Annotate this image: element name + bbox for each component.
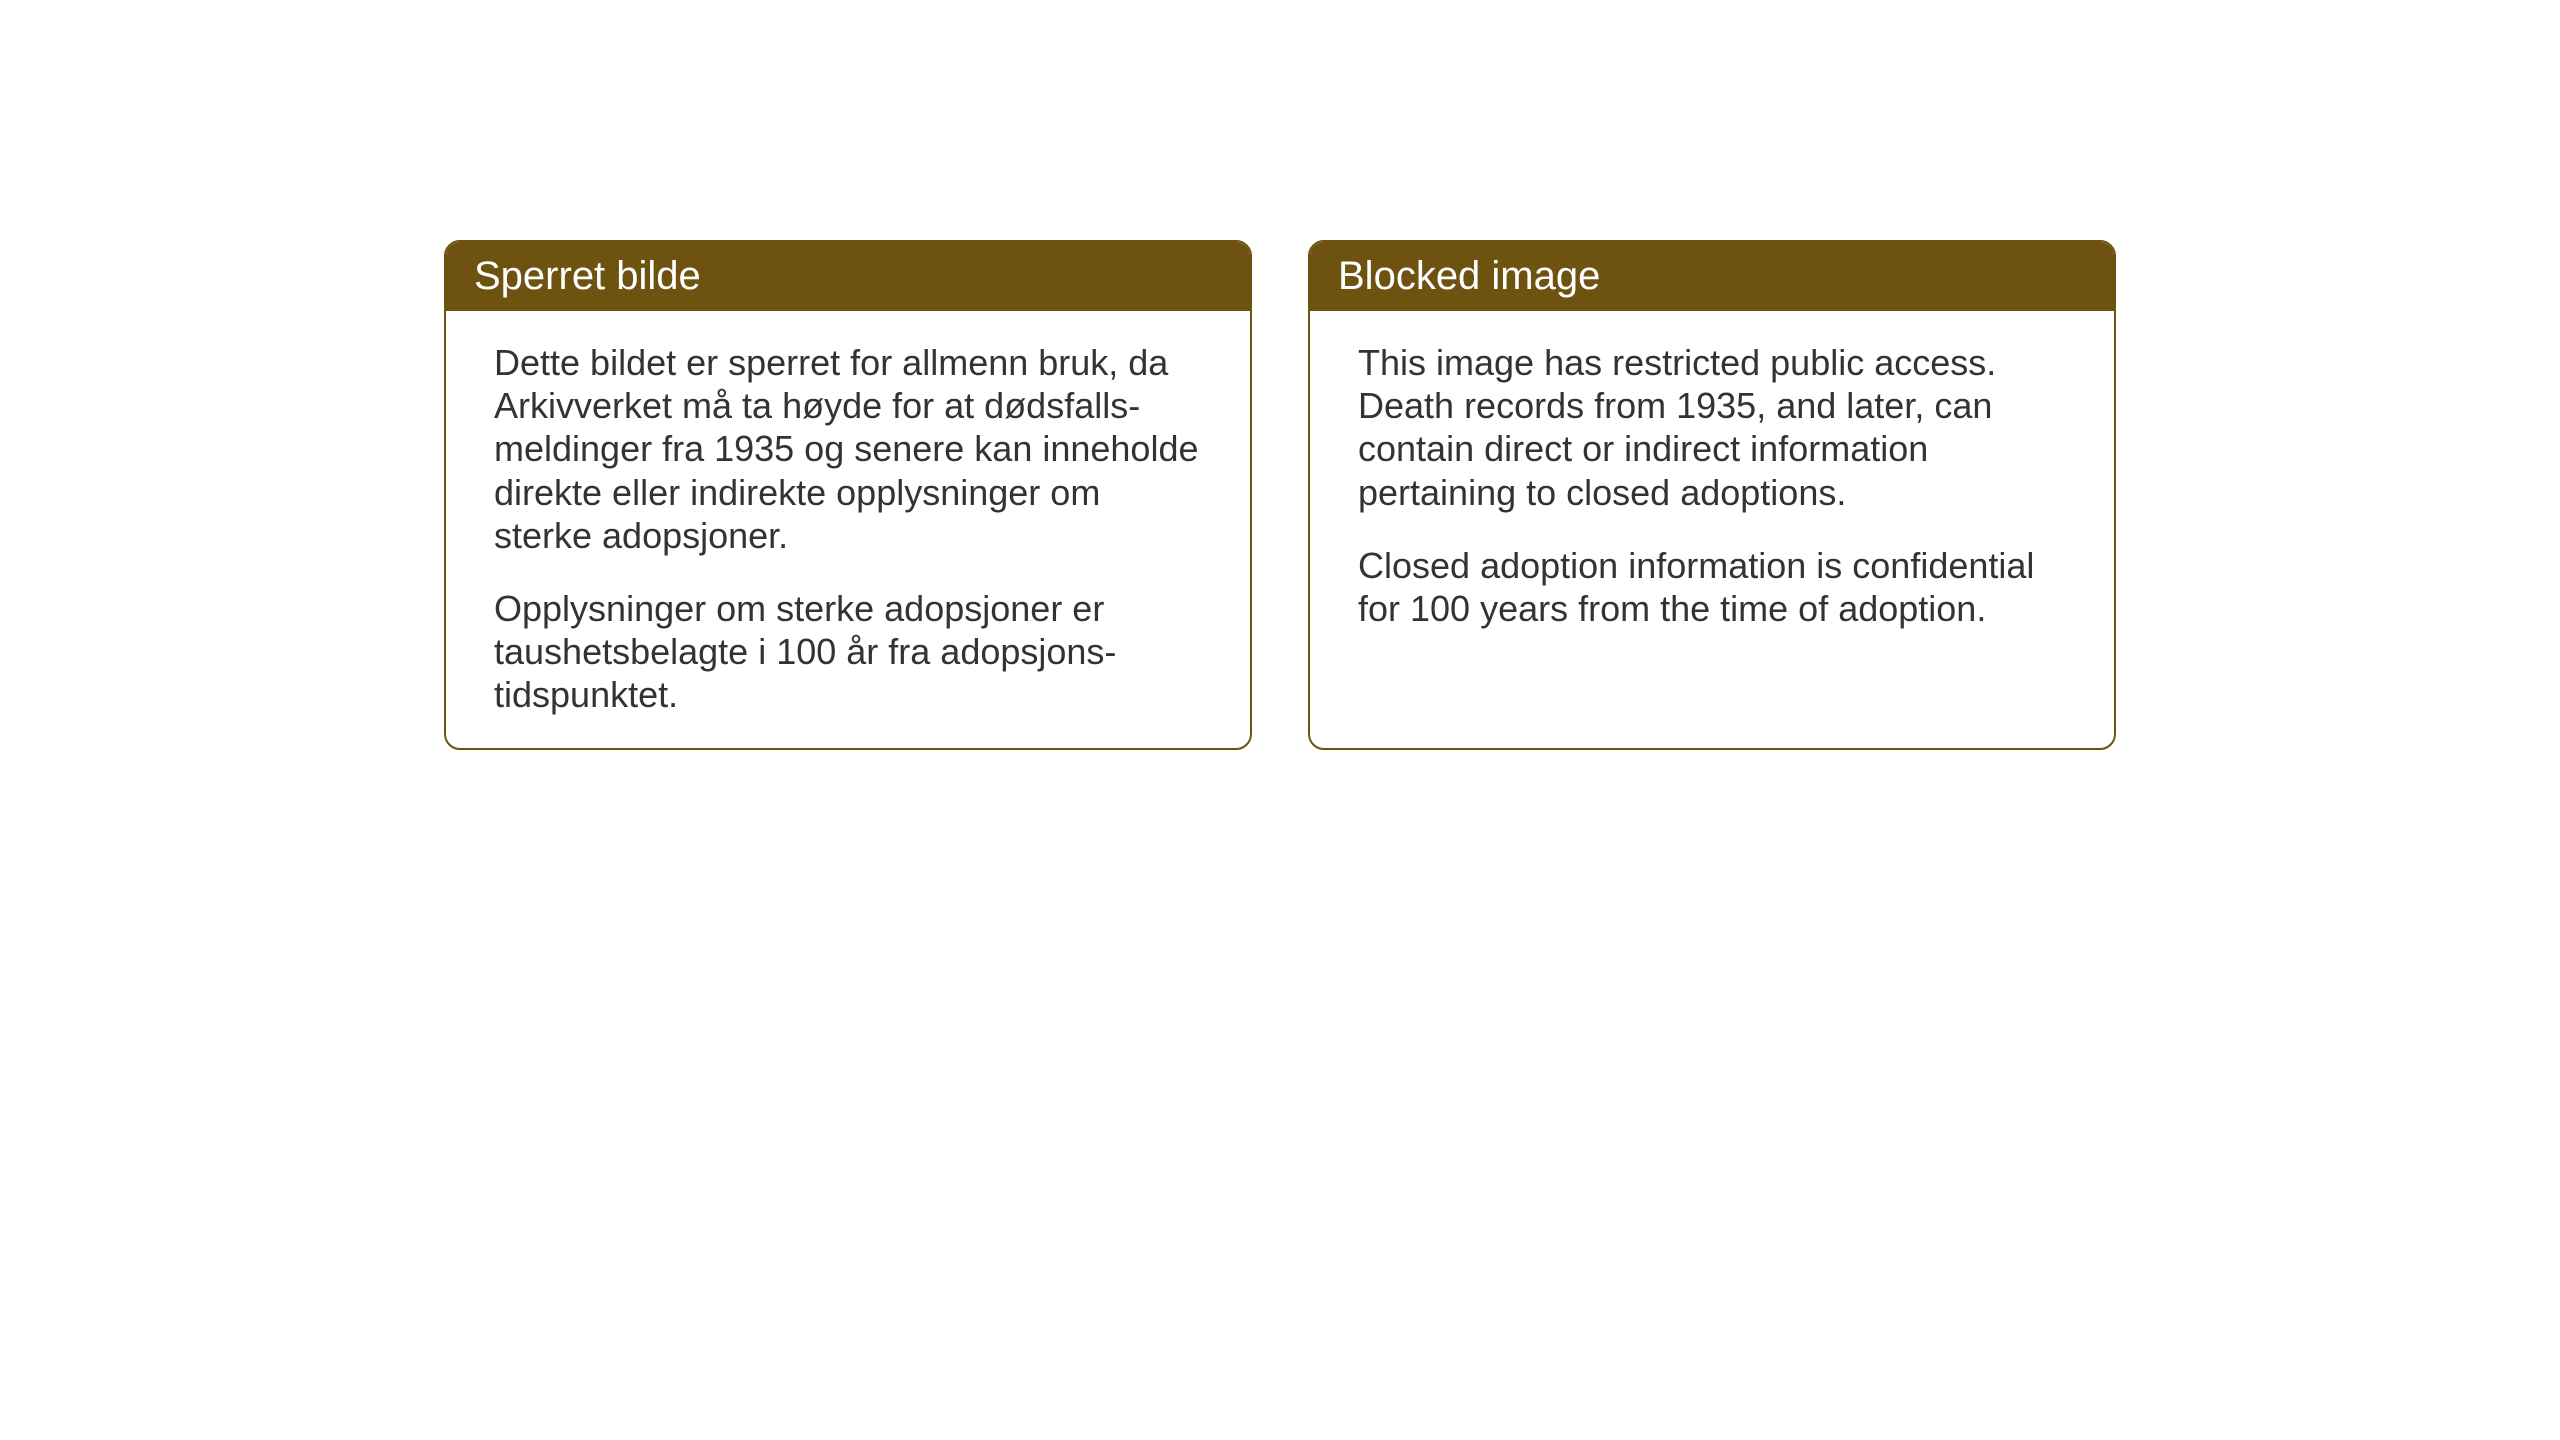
card-header-norwegian: Sperret bilde — [446, 242, 1250, 311]
notice-container: Sperret bilde Dette bildet er sperret fo… — [444, 240, 2116, 750]
card-header-english: Blocked image — [1310, 242, 2114, 311]
card-body-norwegian: Dette bildet er sperret for allmenn bruk… — [446, 311, 1250, 747]
card-title: Sperret bilde — [474, 254, 701, 298]
card-title: Blocked image — [1338, 254, 1600, 298]
card-paragraph: This image has restricted public access.… — [1358, 341, 2066, 514]
card-body-english: This image has restricted public access.… — [1310, 311, 2114, 660]
card-paragraph: Dette bildet er sperret for allmenn bruk… — [494, 341, 1202, 557]
card-paragraph: Closed adoption information is confident… — [1358, 544, 2066, 630]
card-paragraph: Opplysninger om sterke adopsjoner er tau… — [494, 587, 1202, 717]
notice-card-english: Blocked image This image has restricted … — [1308, 240, 2116, 750]
notice-card-norwegian: Sperret bilde Dette bildet er sperret fo… — [444, 240, 1252, 750]
